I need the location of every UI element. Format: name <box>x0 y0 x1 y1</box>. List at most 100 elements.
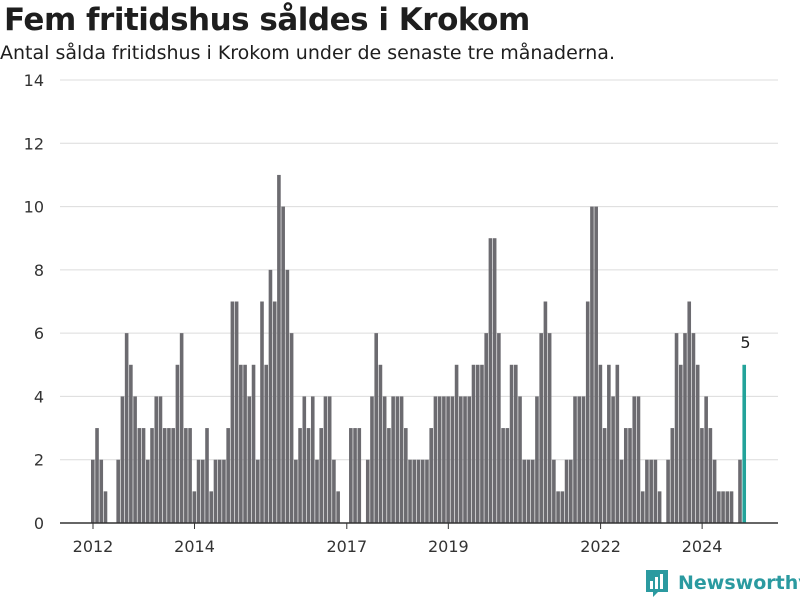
bar <box>213 459 218 523</box>
bar <box>226 428 230 523</box>
bar <box>239 364 243 523</box>
bar <box>167 428 171 523</box>
bar <box>425 459 429 523</box>
bar <box>323 396 328 523</box>
bar <box>188 428 192 523</box>
bar <box>556 491 560 523</box>
bar <box>264 364 269 523</box>
bar <box>653 459 658 523</box>
newsworthy-brand: Newsworthy <box>644 568 800 598</box>
bar <box>319 428 324 523</box>
bar <box>518 396 522 523</box>
bar <box>272 301 277 523</box>
bar <box>666 459 670 523</box>
bar <box>632 396 637 523</box>
bar <box>657 491 662 523</box>
y-tick-label: 4 <box>34 387 44 406</box>
bar <box>640 491 645 523</box>
bar <box>395 396 400 523</box>
bar <box>327 396 332 523</box>
bar <box>281 206 285 524</box>
bar <box>615 364 620 523</box>
bar <box>332 459 336 523</box>
x-tick-label: 2019 <box>428 537 469 556</box>
data-label: 5 <box>740 333 750 352</box>
bar <box>619 459 624 523</box>
bar <box>387 428 391 523</box>
bar <box>590 206 594 524</box>
bar <box>480 364 484 523</box>
bar <box>471 364 476 523</box>
bar <box>391 396 395 523</box>
bar <box>365 459 370 523</box>
bar <box>514 364 518 523</box>
bar <box>459 396 463 523</box>
bar <box>268 269 273 523</box>
bar <box>399 396 404 523</box>
bar <box>378 364 383 523</box>
bar <box>530 459 535 523</box>
bar <box>623 428 628 523</box>
bar <box>158 396 163 523</box>
bar <box>209 491 214 523</box>
bar <box>184 428 188 523</box>
bar <box>704 396 708 523</box>
bar <box>678 364 683 523</box>
bar <box>547 333 552 523</box>
bar <box>137 428 142 523</box>
bar <box>91 459 95 523</box>
bar <box>712 459 717 523</box>
chart-title: Fem fritidshus såldes i Krokom <box>4 2 530 38</box>
y-tick-label: 14 <box>24 71 44 90</box>
bar <box>217 459 222 523</box>
bar <box>310 396 315 523</box>
bar <box>382 396 387 523</box>
bar <box>687 301 692 523</box>
bar <box>289 333 294 523</box>
bar <box>602 428 607 523</box>
bar <box>535 396 539 523</box>
bar <box>433 396 438 523</box>
bar <box>522 459 527 523</box>
bar <box>260 301 264 523</box>
y-tick-label: 6 <box>34 324 44 343</box>
bar <box>454 364 459 523</box>
bar <box>683 333 687 523</box>
bar <box>725 491 730 523</box>
bar <box>179 333 184 523</box>
bar <box>408 459 412 523</box>
bar <box>501 428 505 523</box>
bar <box>120 396 125 523</box>
brand-name: Newsworthy <box>678 572 800 594</box>
bar <box>357 428 362 523</box>
newsworthy-logo-icon <box>646 570 668 597</box>
bar <box>420 459 425 523</box>
bar <box>141 428 146 523</box>
bar <box>526 459 531 523</box>
bar <box>463 396 467 523</box>
bar <box>475 364 480 523</box>
bar <box>306 428 311 523</box>
bar <box>95 428 99 523</box>
bar <box>552 459 556 523</box>
bar <box>116 459 120 523</box>
bar <box>729 491 734 523</box>
bar <box>103 491 108 523</box>
bar <box>560 491 565 523</box>
bar <box>200 459 205 523</box>
x-tick-label: 2017 <box>326 537 367 556</box>
bar <box>175 364 180 523</box>
bar <box>442 396 446 523</box>
bar <box>628 428 632 523</box>
bar <box>192 491 197 523</box>
bar <box>243 364 247 523</box>
bar <box>492 238 497 523</box>
y-tick-label: 8 <box>34 261 44 280</box>
bar <box>145 459 150 523</box>
x-tick-label: 2014 <box>174 537 215 556</box>
bar <box>247 396 252 523</box>
bar <box>721 491 725 523</box>
bar <box>700 428 704 523</box>
bar <box>412 459 417 523</box>
bar <box>222 459 226 523</box>
